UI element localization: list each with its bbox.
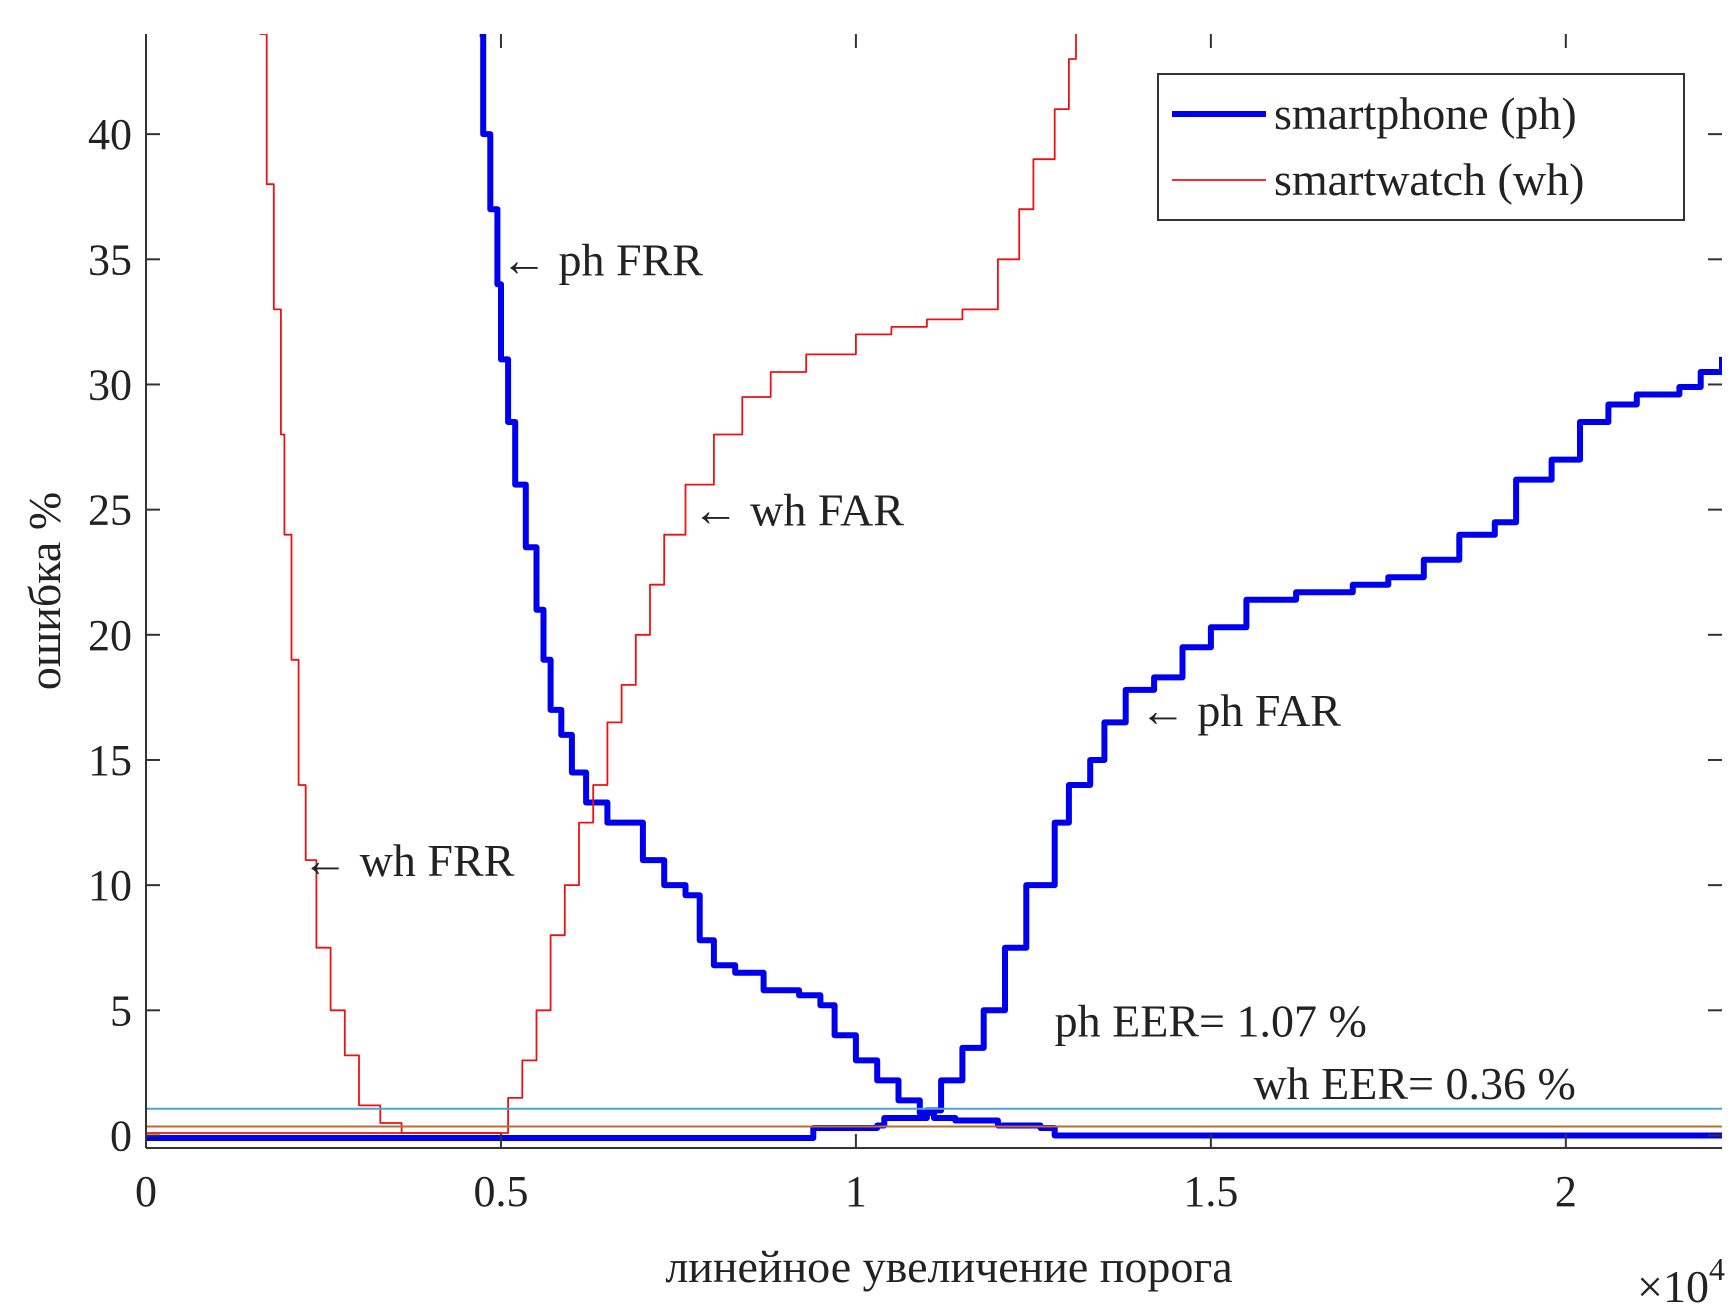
x-tick-label: 0.5 [473, 1167, 528, 1216]
y-axis-label: ошибка % [19, 492, 70, 690]
annotation-label: wh EER= 0.36 % [1253, 1058, 1575, 1109]
annotation-label: ← wh FRR [302, 835, 514, 886]
legend: smartphone (ph) smartwatch (wh) [1157, 73, 1685, 221]
axes-frame [145, 34, 1722, 1149]
wh-frr-line [259, 34, 501, 1134]
y-tick-label: 25 [88, 486, 132, 535]
y-tick-label: 15 [88, 736, 132, 785]
y-axis-ticks: 0 5 10 15 20 25 30 35 40 [88, 110, 1722, 1160]
annotations: ← ph FRR ← wh FAR ← ph FAR ← wh FRR ph EER= … [302, 234, 1576, 1109]
y-tick-label: 35 [88, 235, 132, 284]
y-tick-label: 5 [110, 986, 132, 1035]
annotation-label: ph EER= 1.07 % [1055, 995, 1367, 1046]
ph-far-line [146, 356, 1722, 1141]
x-tick-label: 0 [135, 1167, 157, 1216]
annotation-label: ← wh FAR [693, 485, 905, 536]
x-axis-ticks: 0 0.5 1 1.5 2 [135, 34, 1577, 1216]
x-tick-label: 1.5 [1183, 1167, 1238, 1216]
legend-box [1157, 73, 1685, 221]
plot-area [145, 34, 1722, 1149]
legend-label: smartwatch (wh) [1274, 154, 1584, 205]
x-axis-label: линейное увеличение порога [665, 1241, 1232, 1292]
y-tick-label: 0 [110, 1111, 132, 1160]
x-axis-multiplier-exponent: 4 [1709, 1251, 1725, 1287]
y-tick-label: 10 [88, 861, 132, 910]
legend-label: smartphone (ph) [1274, 88, 1577, 139]
y-tick-label: 20 [88, 611, 132, 660]
ph-frr-line [479, 34, 1722, 1139]
annotation-label: ← ph FAR [1140, 685, 1341, 736]
x-tick-label: 1 [845, 1167, 867, 1216]
x-tick-label: 2 [1555, 1167, 1577, 1216]
series-layer [146, 34, 1722, 1141]
x-axis-multiplier: ×104 [1637, 1251, 1725, 1312]
y-tick-label: 40 [88, 110, 132, 159]
x-axis-multiplier-base: ×10 [1637, 1261, 1709, 1312]
y-tick-label: 30 [88, 360, 132, 409]
annotation-label: ← ph FRR [501, 234, 703, 285]
wh-far-line [146, 34, 1077, 1134]
